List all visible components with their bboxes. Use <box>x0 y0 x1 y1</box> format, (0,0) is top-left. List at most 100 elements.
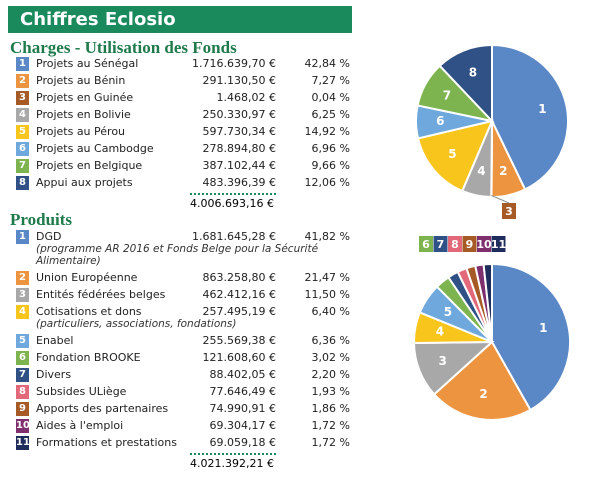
item-percent: 6,25 % <box>311 108 350 121</box>
item-amount: 88.402,05 € <box>209 368 276 381</box>
slice-label: 6 <box>422 238 430 251</box>
slice-label: 6 <box>436 114 444 128</box>
pie-slice <box>438 43 493 124</box>
item-percent: 0,04 % <box>311 91 350 104</box>
header: Chiffres Eclosio <box>8 6 352 33</box>
item-percent: 1,86 % <box>311 402 350 415</box>
item-amount: 278.894,80 € <box>202 142 276 155</box>
leader-line <box>491 195 510 204</box>
table-row: 8 Appui aux projets 483.396,39 € 12,06 % <box>16 175 352 191</box>
slice-label: 7 <box>443 88 451 102</box>
item-number: 7 <box>16 368 29 382</box>
total: 4.021.392,21 € <box>190 453 276 470</box>
item-percent: 11,50 % <box>304 288 350 301</box>
table-row: 1 DGD 1.681.645,28 € 41,82 % <box>16 229 352 245</box>
slice-label: 1 <box>539 321 547 335</box>
slice-label: 3 <box>438 354 446 368</box>
item-amount: 257.495,19 € <box>202 305 276 318</box>
item-label: Projets au Bénin <box>36 74 126 87</box>
table-row: 6 Projets au Cambodge 278.894,80 € 6,96 % <box>16 141 352 157</box>
item-percent: 6,36 % <box>311 334 350 347</box>
total: 4.006.693,16 € <box>190 193 276 210</box>
item-number: 8 <box>16 176 29 190</box>
item-number: 4 <box>16 108 29 122</box>
table-row: 11 Formations et prestations 69.059,18 € 1,… <box>16 435 352 451</box>
item-amount: 1.681.645,28 € <box>192 230 276 243</box>
item-label: Appui aux projets <box>36 176 133 189</box>
slice-label: 10 <box>476 238 492 251</box>
pie-slice <box>482 262 493 343</box>
table-row: 4 Projets en Bolivie 250.330,97 € 6,25 % <box>16 107 352 123</box>
item-number: 7 <box>16 159 29 173</box>
slice-label: 8 <box>469 65 477 79</box>
item-label: Subsides ULiège <box>36 385 127 398</box>
item-label: Projets en Guinée <box>36 91 134 104</box>
item-number: 5 <box>16 334 29 348</box>
item-amount: 250.330,97 € <box>202 108 276 121</box>
item-amount: 255.569,38 € <box>202 334 276 347</box>
item-note: (programme AR 2016 et Fonds Belge pour l… <box>36 243 319 267</box>
item-number: 1 <box>16 230 29 244</box>
item-label: Entités fédérées belges <box>36 288 166 301</box>
item-label: Projets en Belgique <box>36 159 143 172</box>
item-number: 9 <box>16 402 29 416</box>
item-amount: 387.102,44 € <box>202 159 276 172</box>
slice-label-box <box>462 236 477 252</box>
item-amount: 1.468,02 € <box>216 91 276 104</box>
item-percent: 14,92 % <box>304 125 350 138</box>
table-row: 6 Fondation BROOKE 121.608,60 € 3,02 % <box>16 350 352 366</box>
item-amount: 483.396,39 € <box>202 176 276 189</box>
item-number: 10 <box>16 419 30 433</box>
item-percent: 41,82 % <box>304 230 350 243</box>
item-number: 11 <box>16 436 30 450</box>
item-amount: 597.730,34 € <box>202 125 276 138</box>
slice-label-box <box>502 203 516 219</box>
slice-label: 1 <box>538 102 546 116</box>
table-row: 4 Cotisations et dons 257.495,19 € 6,40 % <box>16 304 352 320</box>
item-label: Projets au Sénégal <box>36 57 139 70</box>
item-amount: 69.304,17 € <box>209 419 276 432</box>
slice-label: 4 <box>477 164 485 178</box>
item-number: 6 <box>16 351 29 365</box>
slice-label: 9 <box>466 238 474 251</box>
item-percent: 6,96 % <box>311 142 350 155</box>
item-amount: 77.646,49 € <box>209 385 276 398</box>
item-percent: 2,20 % <box>311 368 350 381</box>
item-percent: 12,06 % <box>304 176 350 189</box>
slice-label-box <box>477 236 491 252</box>
table-row: 10 Aides à l'emploi 69.304,17 € 1,72 % <box>16 418 352 434</box>
item-number: 6 <box>16 142 29 156</box>
item-label: Divers <box>36 368 72 381</box>
table-row: 2 Projets au Bénin 291.130,50 € 7,27 % <box>16 73 352 89</box>
slice-label: 3 <box>505 205 513 218</box>
item-number: 3 <box>16 91 29 105</box>
item-percent: 1,93 % <box>311 385 350 398</box>
item-label: DGD <box>36 230 62 243</box>
item-label: Formations et prestations <box>36 436 177 449</box>
pie-slice <box>491 43 569 191</box>
pie-slice <box>432 340 532 421</box>
table-row: 5 Projets au Pérou 597.730,34 € 14,92 % <box>16 124 352 140</box>
item-label: Enabel <box>36 334 74 347</box>
item-amount: 462.412,16 € <box>202 288 276 301</box>
table-row: 1 Projets au Sénégal 1.716.639,70 € 42,84 % <box>16 56 352 72</box>
slice-label-box <box>448 236 462 252</box>
table-row: 2 Union Européenne 863.258,80 € 21,47 % <box>16 270 352 286</box>
item-label: Projets au Cambodge <box>36 142 154 155</box>
item-label: Aides à l'emploi <box>36 419 124 432</box>
item-percent: 42,84 % <box>304 57 350 70</box>
slice-label-box <box>433 236 448 252</box>
pie-slice <box>416 119 494 193</box>
item-amount: 69.059,18 € <box>209 436 276 449</box>
section-title: Charges - Utilisation des Fonds <box>10 38 237 57</box>
item-percent: 1,72 % <box>311 419 350 432</box>
slice-label: 2 <box>479 387 487 401</box>
item-number: 2 <box>16 74 29 88</box>
item-amount: 121.608,60 € <box>202 351 276 364</box>
item-amount: 1.716.639,70 € <box>192 57 276 70</box>
item-label: Cotisations et dons <box>36 305 142 318</box>
item-percent: 9,66 % <box>311 159 350 172</box>
item-number: 2 <box>16 271 29 285</box>
